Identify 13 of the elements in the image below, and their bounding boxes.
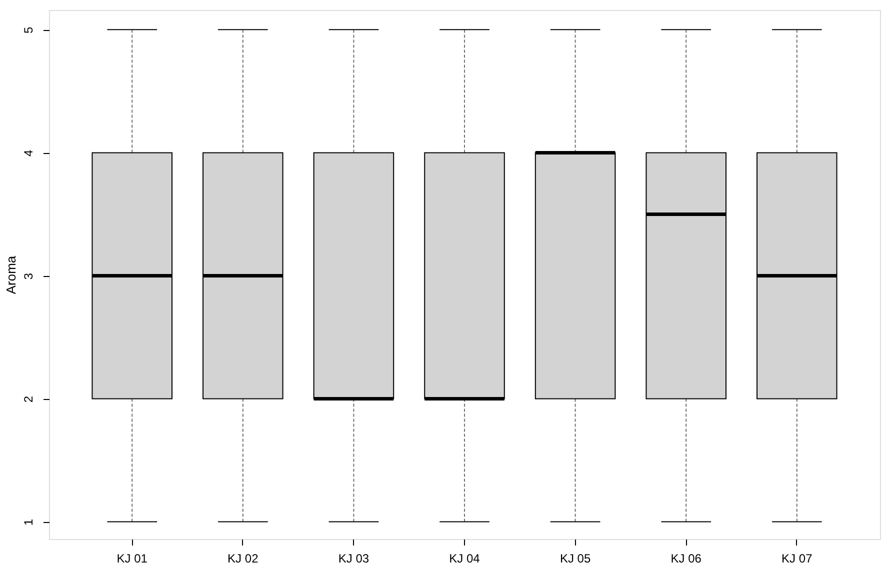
y-tick-label: 1: [22, 518, 36, 526]
x-tick-label: KJ 02: [228, 552, 259, 566]
y-axis-title: Aroma: [4, 255, 18, 294]
y-tick-label: 2: [22, 396, 36, 403]
x-tick-label: KJ 05: [560, 552, 591, 566]
x-tick-label: KJ 07: [782, 552, 813, 566]
y-tick-label: 4: [22, 150, 36, 157]
x-tick-label: KJ 03: [338, 552, 370, 566]
x-tick-label: KJ 04: [449, 552, 480, 566]
x-tick-label: KJ 01: [116, 552, 148, 566]
x-tick-label: KJ 06: [670, 552, 702, 566]
y-tick-label: 5: [22, 26, 36, 34]
y-tick-label: 3: [22, 272, 36, 280]
